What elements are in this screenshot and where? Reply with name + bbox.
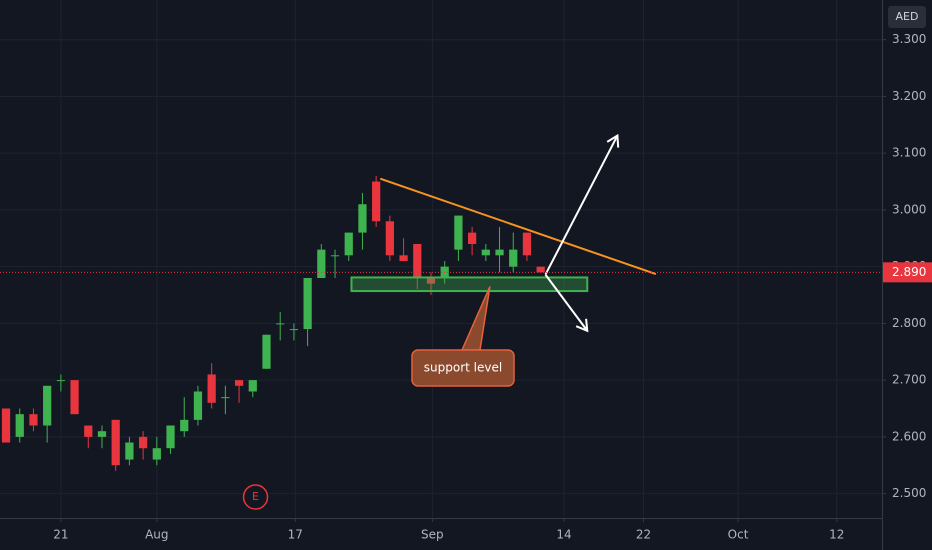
candle-body (1, 408, 11, 443)
last-price-label: 2.890 (892, 265, 926, 279)
currency-label: AED (896, 10, 919, 23)
candle-body (43, 385, 52, 426)
event-marker (242, 484, 269, 510)
x-tick-label: Sep (421, 528, 444, 542)
candle-body (317, 249, 326, 279)
candle-body (481, 249, 490, 256)
candle-body (207, 374, 216, 403)
y-tick-label: 3.200 (892, 89, 926, 103)
arrow-head (606, 133, 620, 148)
currency-badge[interactable] (888, 6, 926, 28)
x-tick-label: Oct (728, 528, 749, 542)
candle-body (248, 380, 257, 392)
candle-body (426, 278, 436, 284)
trendline (379, 177, 657, 275)
candle-body (344, 232, 353, 256)
candle-body (97, 431, 107, 437)
candle-body (152, 448, 161, 460)
y-tick-label: 3.100 (892, 146, 926, 160)
x-tick-label: 12 (829, 528, 844, 542)
arrow-shaft (544, 135, 619, 276)
candle-body (495, 249, 504, 256)
candle-body (509, 249, 518, 267)
candle-body (262, 334, 271, 369)
y-tick-label: 2.600 (892, 429, 926, 443)
candle-body (221, 397, 230, 399)
candle-body (399, 255, 408, 261)
y-tick-label: 2.500 (892, 486, 926, 500)
x-tick-label: 21 (53, 528, 68, 542)
y-tick-label: 3.000 (892, 202, 926, 216)
candle-body (180, 419, 189, 432)
candle-body (125, 442, 134, 460)
x-tick-label: 17 (288, 528, 303, 542)
candle-body (358, 204, 367, 233)
last-price-badge (883, 262, 932, 283)
arrow-head (575, 318, 589, 333)
candle-body (330, 255, 340, 257)
candle-body (385, 221, 394, 256)
candle-body (70, 380, 79, 415)
y-tick-label: 2.800 (892, 316, 926, 330)
callout-box (411, 349, 515, 387)
candle-body (29, 414, 38, 426)
candle-body (193, 391, 203, 420)
y-tick-label: 2.700 (892, 373, 926, 387)
candle-body (139, 436, 148, 449)
candle-body (522, 232, 532, 256)
arrow (544, 133, 620, 276)
candle-body (303, 278, 312, 330)
candle-body (111, 419, 120, 466)
candle-body (234, 380, 244, 386)
candle-body (454, 215, 463, 250)
arrow (544, 274, 589, 333)
y-tick-label: 3.300 (892, 32, 926, 46)
candle-body (372, 181, 381, 222)
event-marker-label: E (252, 490, 259, 503)
arrow-shaft (544, 274, 589, 332)
x-tick-label: 14 (556, 528, 571, 542)
callout-text: support level (424, 361, 502, 375)
candle-body (468, 232, 477, 244)
x-tick-label: Aug (145, 528, 168, 542)
candle-body (289, 329, 299, 331)
x-tick-label: 22 (636, 528, 651, 542)
support-zone (350, 276, 589, 293)
candle-body (56, 380, 65, 382)
candle-body (15, 414, 24, 437)
candle-body (166, 425, 175, 449)
candle-body (413, 243, 422, 279)
candle-body (536, 266, 545, 273)
candle-body (84, 425, 93, 437)
candle-body (276, 323, 285, 325)
